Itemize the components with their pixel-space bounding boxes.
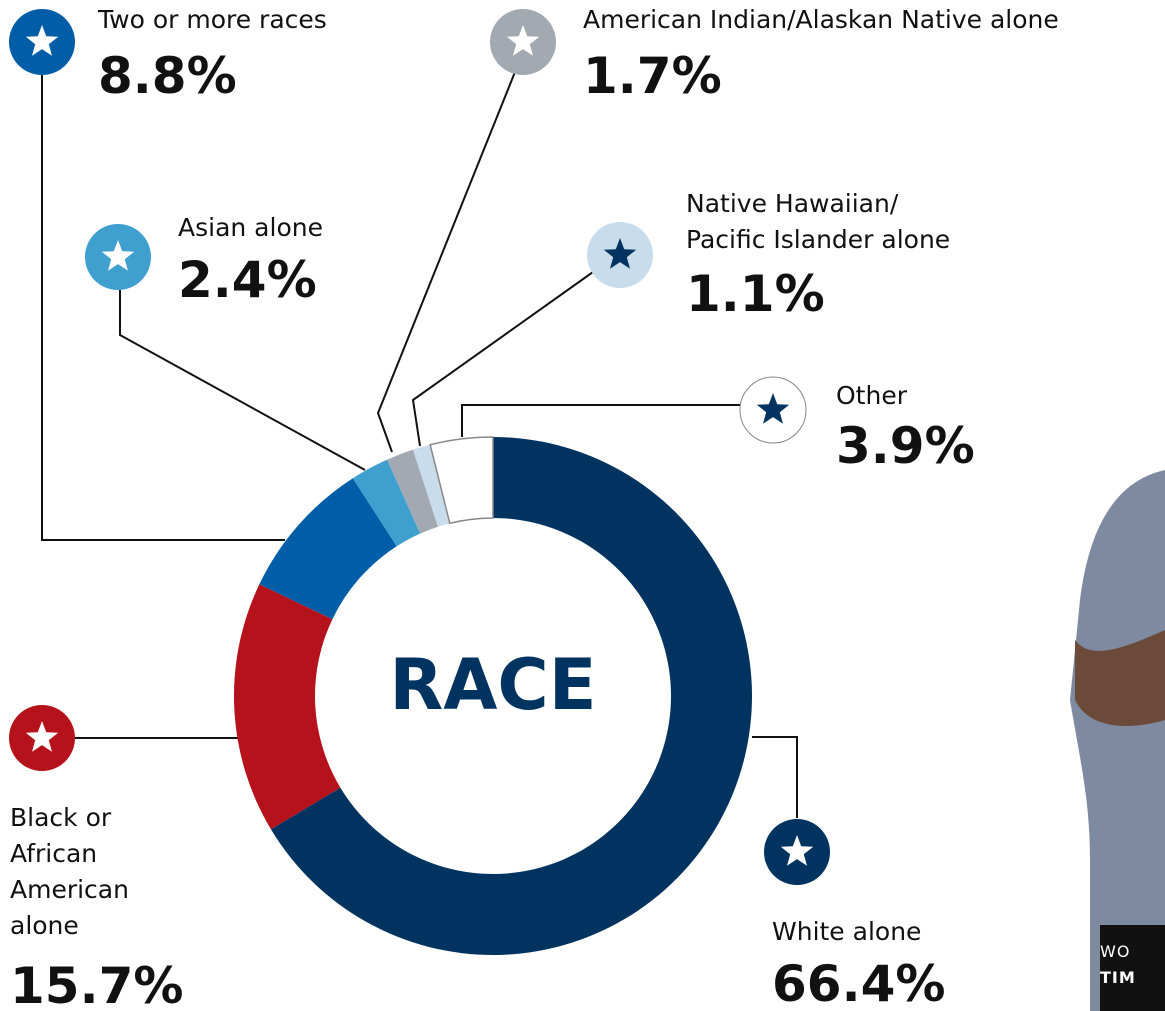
category-label: Native Hawaiian/ Pacific Islander alone (686, 186, 950, 258)
chart: RACE (0, 0, 1165, 1011)
category-label: Other (836, 378, 907, 414)
value-label: 15.7% (10, 958, 183, 1011)
infographic: RACE White alone 66.4% Black or African Am… (0, 0, 1165, 1011)
value-label: 2.4% (178, 252, 317, 308)
category-label: White alone (772, 914, 921, 950)
value-label: 1.7% (583, 48, 722, 104)
photo-caption: TIM (1100, 968, 1136, 987)
value-label: 1.1% (686, 266, 825, 322)
value-label: 8.8% (98, 48, 237, 104)
category-label: American Indian/Alaskan Native alone (583, 2, 1059, 38)
photo (1070, 470, 1165, 1011)
category-label: Two or more races (98, 2, 327, 38)
value-label: 3.9% (836, 418, 975, 474)
photo-caption: WO (1100, 942, 1130, 961)
chart-title: RACE (389, 644, 596, 726)
category-label: Black or African American alone (10, 800, 129, 944)
slice (234, 584, 340, 829)
value-label: 66.4% (772, 956, 945, 1011)
category-label: Asian alone (178, 210, 323, 246)
